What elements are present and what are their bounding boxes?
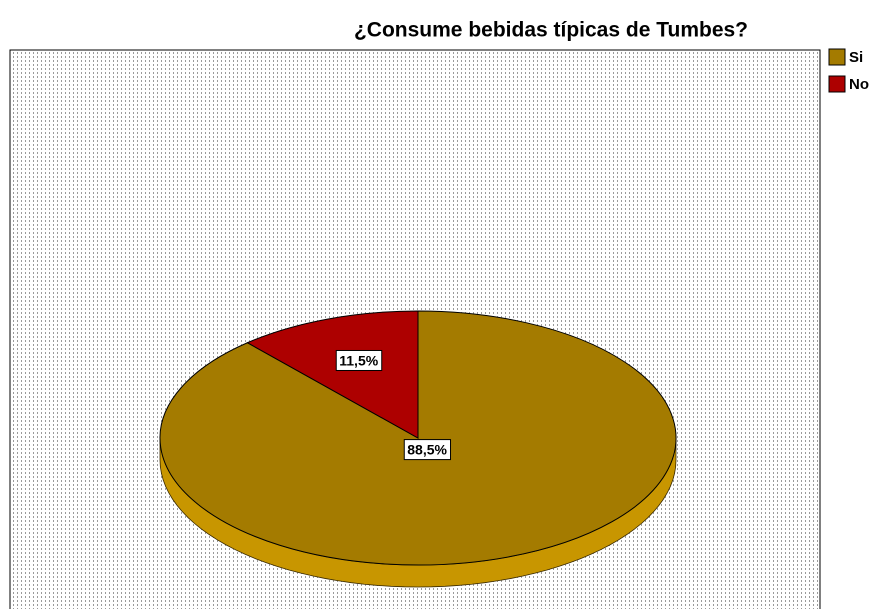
legend-swatch [828, 75, 846, 93]
value-label-group: 11,5% [335, 349, 383, 371]
value-label-box [335, 349, 383, 371]
chart-title: ¿Consume bebidas típicas de Tumbes? [354, 19, 748, 42]
slice [246, 310, 419, 439]
pie: 88,5% 11,5% [159, 310, 677, 588]
value-label: 11,5% [339, 352, 378, 368]
legend-label: Si [849, 49, 863, 66]
legend-swatch [828, 48, 846, 66]
value-label: 88,5% [407, 442, 447, 458]
value-label-group: 88,5% [403, 439, 452, 461]
legend: Si No [828, 48, 869, 93]
legend-label: No [849, 76, 869, 93]
value-label-box [403, 439, 452, 461]
